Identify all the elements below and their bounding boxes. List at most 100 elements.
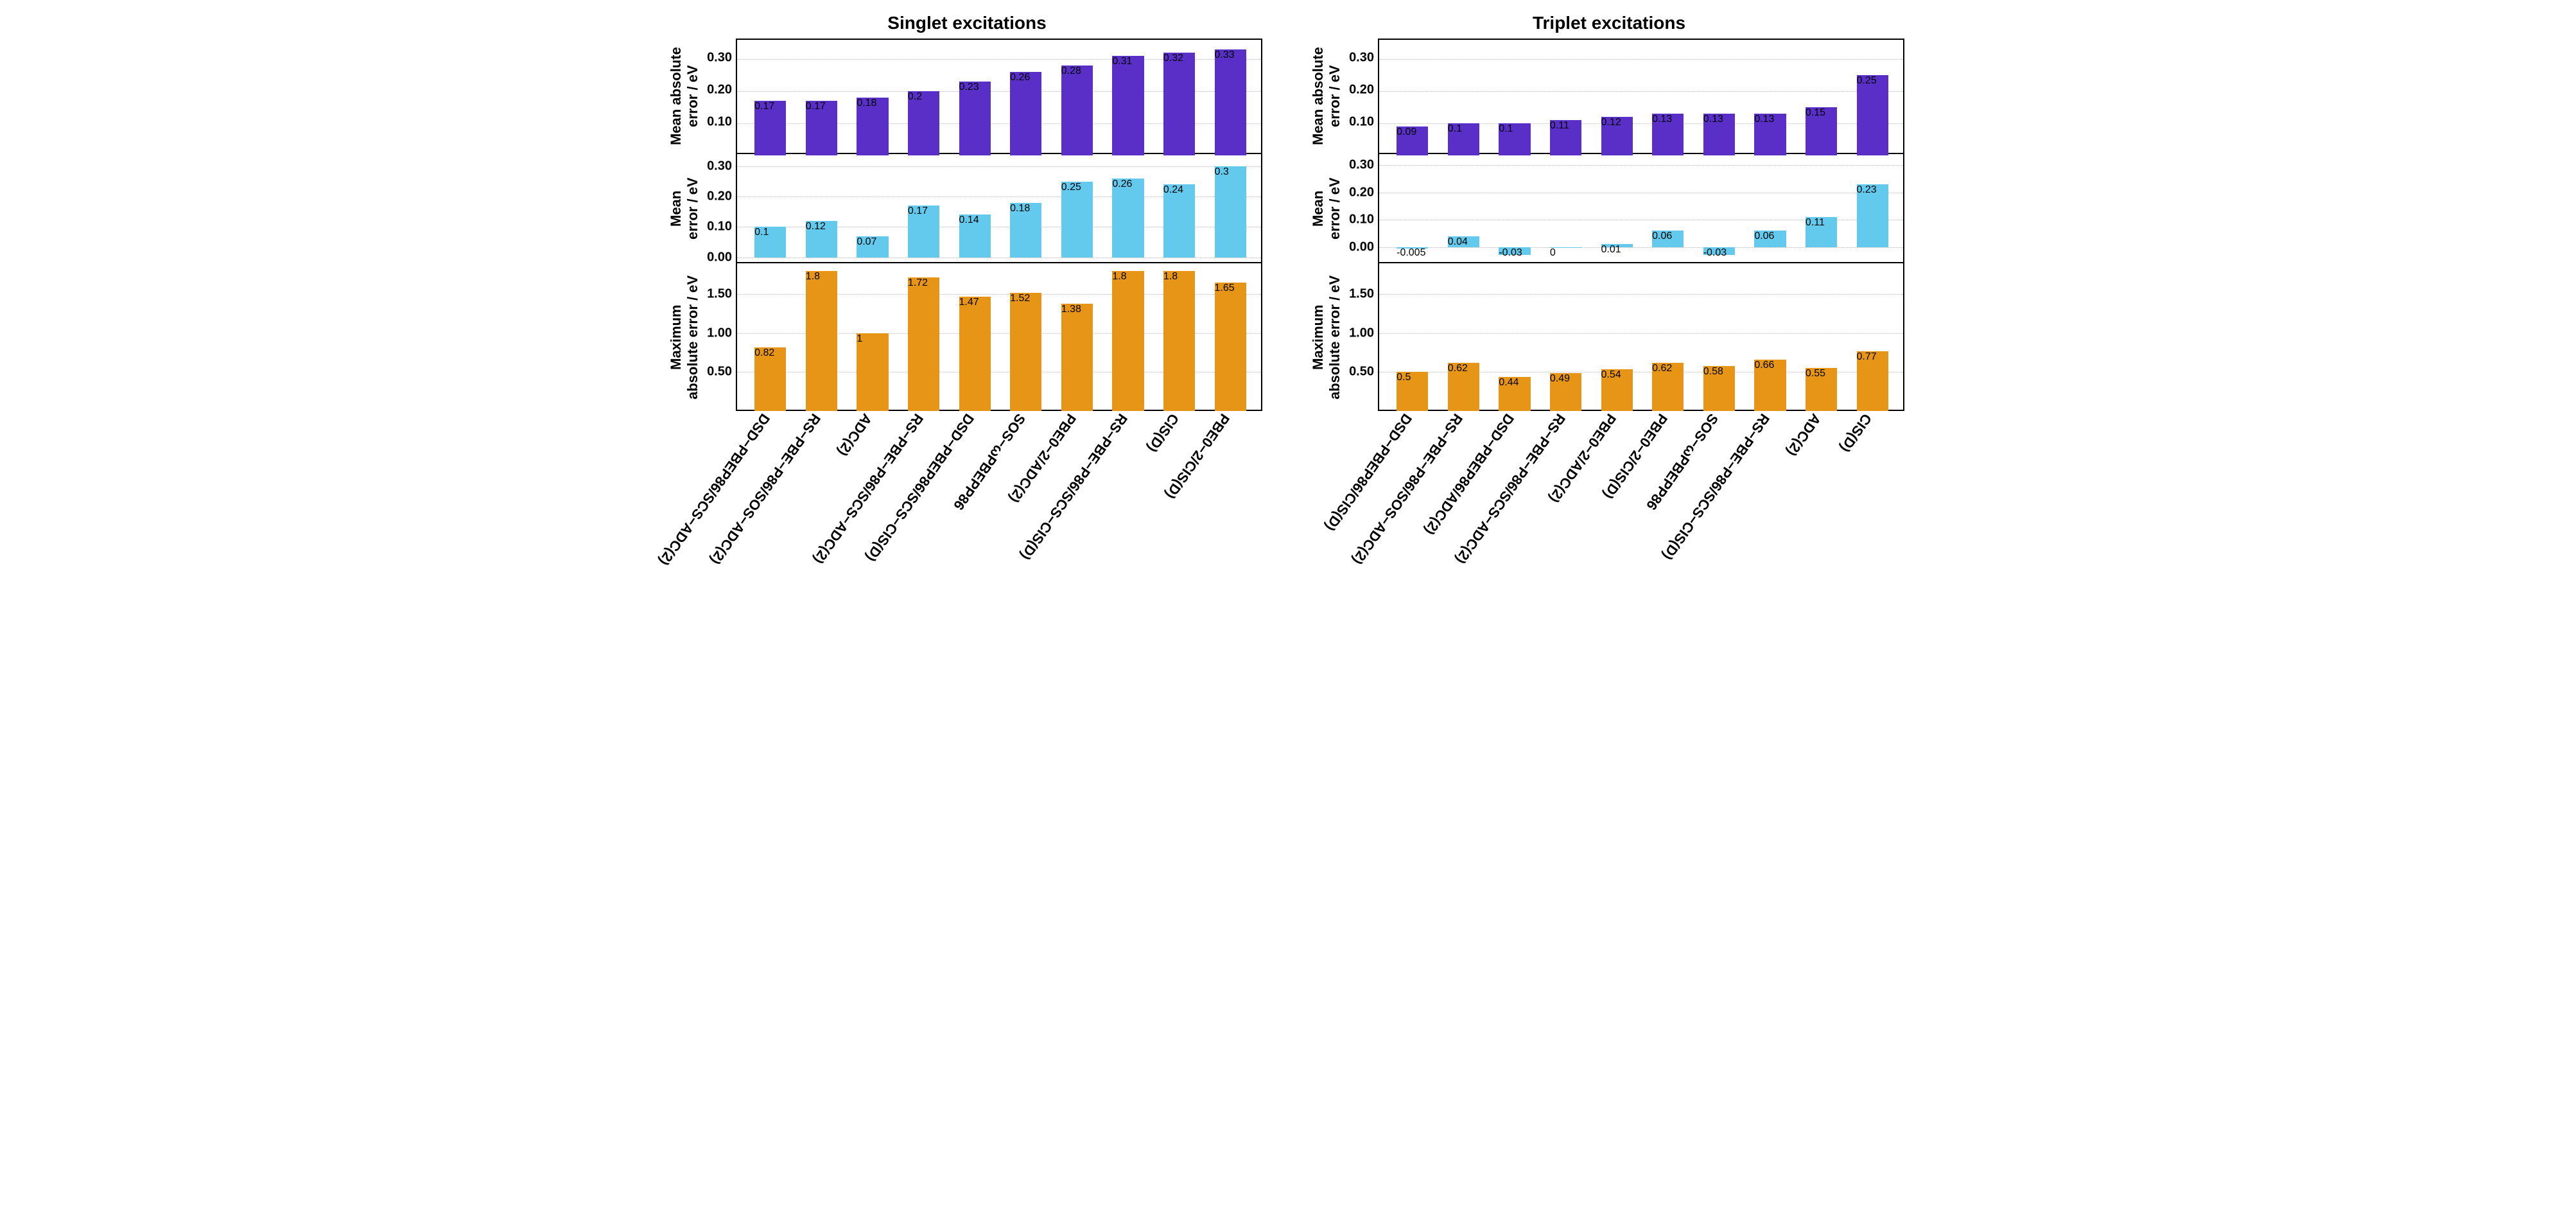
bar: 0.33 <box>1215 49 1246 155</box>
bar: 0.25 <box>1857 75 1888 155</box>
ytick: 1.50 <box>1349 287 1374 302</box>
bar: 0.17 <box>908 205 939 257</box>
ytick: 0.20 <box>707 189 732 204</box>
bar: 0.62 <box>1448 363 1479 411</box>
ytick: 0.30 <box>1349 51 1374 66</box>
gridline <box>1379 59 1903 60</box>
gridline <box>1379 294 1903 295</box>
bar: 0.12 <box>1601 117 1633 155</box>
bar: 0.54 <box>1601 369 1633 411</box>
bar: 0.28 <box>1061 66 1093 155</box>
panel-title: Singlet excitations <box>672 13 1262 33</box>
bar: 0 <box>1550 247 1581 248</box>
ytick: 0.50 <box>1349 365 1374 380</box>
bar: 1.47 <box>959 297 991 411</box>
bar: -0.005 <box>1397 247 1428 249</box>
ytick: 0.20 <box>1349 83 1374 98</box>
xaxis: DSD−PBEP86/SCS−ADC(2)RS−PBE−P86/SOS−ADC(… <box>736 411 1262 597</box>
xaxis: DSD−PBEP86/CIS(D)RS−PBE−P86/SOS−ADC(2)DS… <box>1378 411 1904 597</box>
bar: -0.03 <box>1703 247 1735 256</box>
ytick: 0.10 <box>1349 213 1374 227</box>
bar: 0.09 <box>1397 127 1428 155</box>
bar: 0.1 <box>1499 123 1530 155</box>
plot-area: 0.50.620.440.490.540.620.580.660.550.77 <box>1378 263 1904 411</box>
bar: 0.1 <box>754 227 786 257</box>
bar: 0.11 <box>1550 120 1581 155</box>
bar: 0.04 <box>1448 236 1479 247</box>
panel-title: Triplet excitations <box>1314 13 1904 33</box>
ytick: 0.30 <box>707 51 732 66</box>
ytick: 0.10 <box>707 115 732 130</box>
ytick: 0.30 <box>707 159 732 173</box>
ylabel: Mean absoluteerror / eV <box>672 39 697 154</box>
plot-area: 0.821.811.721.471.521.381.81.81.65 <box>736 263 1262 411</box>
subplot-1: Meanerror / eV 0.00 0.10 0.20 0.30 0.1 0.12 0.0… <box>672 154 1262 263</box>
ytick: 0.20 <box>707 83 732 98</box>
gridline <box>1379 333 1903 334</box>
subplot-1: Meanerror / eV 0.00 0.10 0.20 0.30 -0.005 0.04… <box>1314 154 1904 263</box>
subplot-0: Mean absoluteerror / eV0.100.200.300.090… <box>1314 39 1904 154</box>
ytick: 0.20 <box>1349 185 1374 200</box>
gridline <box>737 166 1261 167</box>
bar: 1.8 <box>1112 271 1144 411</box>
bar: 0.5 <box>1397 372 1428 411</box>
yaxis: 0.50 1.00 1.50 <box>697 263 736 411</box>
plot-area: 0.090.10.10.110.120.130.130.130.150.25 <box>1378 39 1904 154</box>
bar: 0.06 <box>1652 231 1684 247</box>
bar: 0.55 <box>1806 368 1837 411</box>
bar: 0.12 <box>806 221 837 258</box>
gridline <box>1379 165 1903 166</box>
bar: 0.2 <box>908 91 939 155</box>
ytick: 0.00 <box>1349 240 1374 254</box>
bar: 0.13 <box>1652 114 1684 155</box>
yaxis: 0.10 0.20 0.30 <box>1339 39 1378 154</box>
bar: 1.8 <box>806 271 837 411</box>
bar: 0.26 <box>1112 179 1144 258</box>
yaxis: 0.10 0.20 0.30 <box>697 39 736 154</box>
bar: 0.13 <box>1703 114 1735 155</box>
bar: 0.15 <box>1806 107 1837 155</box>
bar: 0.18 <box>857 98 888 155</box>
bar: 0.26 <box>1010 72 1041 155</box>
bar: 0.06 <box>1754 231 1786 247</box>
bar: 0.58 <box>1703 366 1735 411</box>
bar: 1.65 <box>1215 283 1246 411</box>
bar: 1 <box>857 333 888 411</box>
bar: 0.24 <box>1163 184 1195 257</box>
bar: 1.72 <box>908 277 939 411</box>
ylabel: Maximumabsolute error / eV <box>1314 263 1339 411</box>
ytick: 1.00 <box>1349 326 1374 340</box>
bar: 0.11 <box>1806 217 1837 247</box>
bar: 0.32 <box>1163 53 1195 155</box>
ylabel: Meanerror / eV <box>672 154 697 263</box>
bar: 0.17 <box>754 101 786 155</box>
bar: 0.44 <box>1499 377 1530 411</box>
bar: 0.66 <box>1754 360 1786 411</box>
bar: 0.23 <box>959 82 991 155</box>
subplot-0: Mean absoluteerror / eV 0.10 0.20 0.30 0.17 0… <box>672 39 1262 154</box>
panel-1: Triplet excitationsMean absoluteerror / … <box>1314 13 1904 597</box>
ytick: 0.00 <box>707 250 732 265</box>
bar: 0.18 <box>1010 203 1041 258</box>
xtick-holder: PBE0−2/CIS(D) <box>1203 411 1255 597</box>
bar: 0.62 <box>1652 363 1684 411</box>
yaxis: 0.00 0.10 0.20 0.30 <box>1339 154 1378 263</box>
ylabel: Meanerror / eV <box>1314 154 1339 263</box>
bar: 1.38 <box>1061 304 1093 411</box>
ytick: 0.10 <box>707 220 732 234</box>
ytick: 1.50 <box>707 287 732 302</box>
subplot-2: Maximumabsolute error / eV0.501.001.500.… <box>672 263 1262 411</box>
bar: 0.01 <box>1601 244 1633 247</box>
ytick: 0.30 <box>1349 158 1374 173</box>
bar: 0.3 <box>1215 166 1246 258</box>
ytick: 0.10 <box>1349 115 1374 130</box>
bar: 0.17 <box>806 101 837 155</box>
bar: 1.52 <box>1010 293 1041 411</box>
bar: 0.49 <box>1550 373 1581 411</box>
bar: 0.31 <box>1112 56 1144 155</box>
ytick: 1.00 <box>707 326 732 340</box>
ytick: 0.50 <box>707 365 732 380</box>
bar: 0.07 <box>857 236 888 258</box>
gridline <box>1379 91 1903 92</box>
bar: 0.25 <box>1061 182 1093 258</box>
